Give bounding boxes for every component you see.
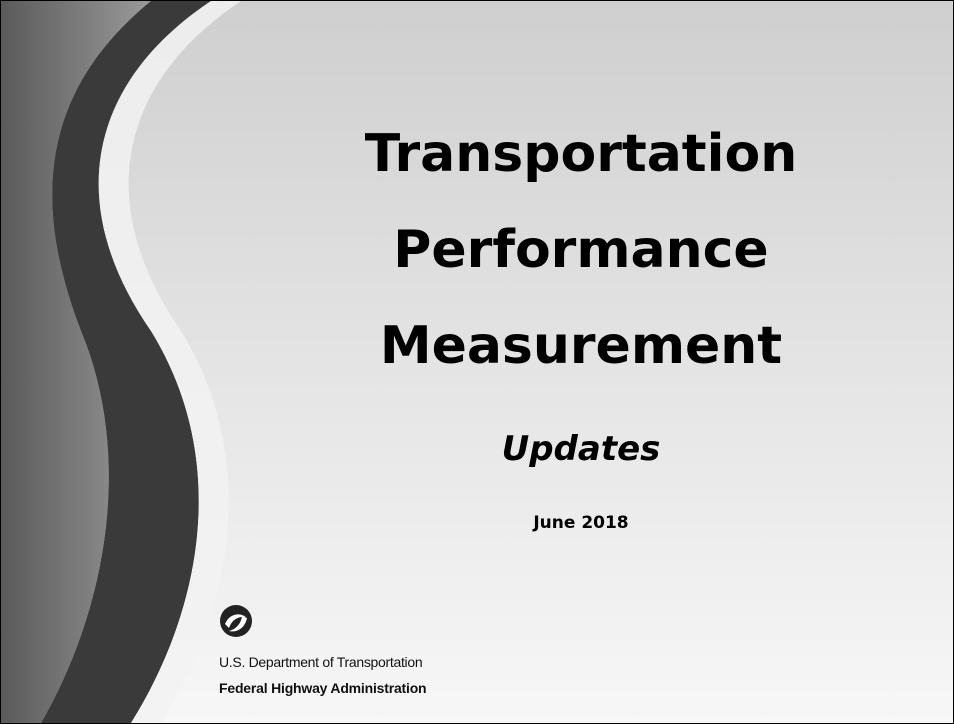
agency: Federal Highway Administration <box>219 680 427 696</box>
dot-logo <box>220 605 252 637</box>
date: June 2018 <box>533 513 629 533</box>
title-line: Performance <box>393 220 769 280</box>
title-line: Measurement <box>379 316 783 376</box>
department: U.S. Department of Transportation <box>219 654 423 670</box>
subtitle: Updates <box>501 429 661 469</box>
title-line: Transportation <box>364 124 798 184</box>
title: Transportation Performance Measurement <box>291 106 871 394</box>
